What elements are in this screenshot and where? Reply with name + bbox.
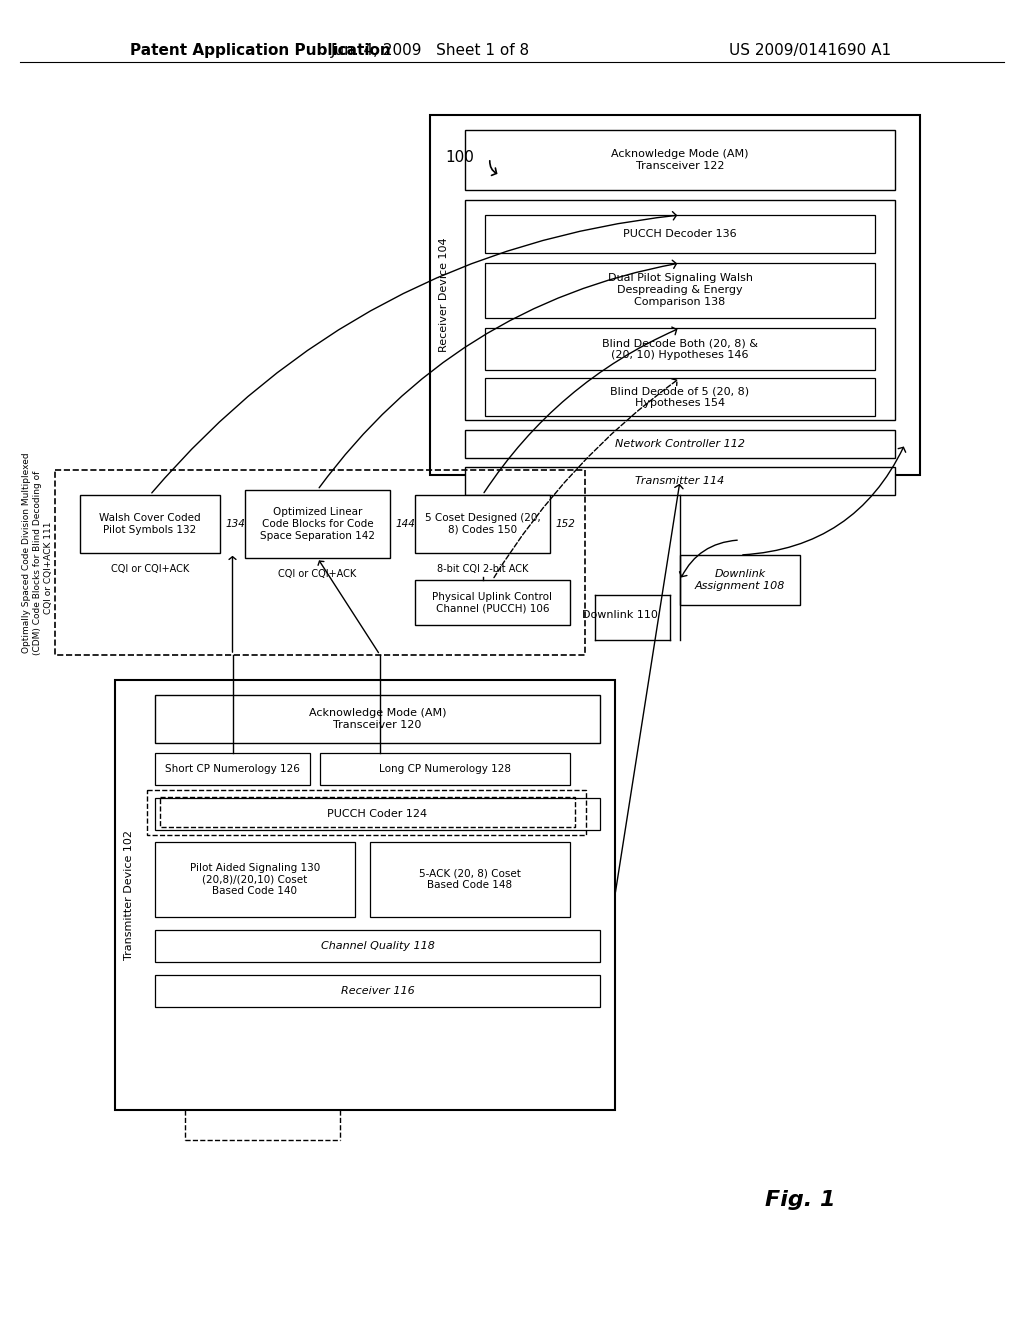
Bar [465, 430, 895, 458]
Text: Acknowledge Mode (AM)
Transceiver 120: Acknowledge Mode (AM) Transceiver 120 [309, 709, 446, 730]
Bar [415, 579, 570, 624]
Bar [485, 263, 874, 318]
Bar [485, 215, 874, 253]
Text: Downlink 110: Downlink 110 [582, 610, 658, 620]
Text: Blind Decode of 5 (20, 8)
Hypotheses 154: Blind Decode of 5 (20, 8) Hypotheses 154 [610, 387, 750, 408]
Bar [415, 495, 550, 553]
Text: US 2009/0141690 A1: US 2009/0141690 A1 [729, 42, 891, 58]
Bar [245, 490, 390, 558]
Text: Transmitter Device 102: Transmitter Device 102 [124, 830, 134, 960]
Bar [465, 129, 895, 190]
Text: Fig. 1: Fig. 1 [765, 1191, 836, 1210]
Bar [465, 201, 895, 420]
Text: Acknowledge Mode (AM)
Transceiver 122: Acknowledge Mode (AM) Transceiver 122 [611, 149, 749, 170]
Text: Physical Uplink Control
Channel (PUCCH) 106: Physical Uplink Control Channel (PUCCH) … [432, 591, 553, 614]
Bar [319, 752, 570, 785]
Text: CQI or CQI+ACK 111: CQI or CQI+ACK 111 [44, 521, 53, 614]
Bar [465, 467, 895, 495]
Text: Short CP Numerology 126: Short CP Numerology 126 [165, 764, 300, 774]
Bar [147, 789, 586, 836]
Text: (CDM) Code Blocks for Blind Decoding of: (CDM) Code Blocks for Blind Decoding of [34, 470, 43, 655]
Bar [155, 696, 600, 743]
Text: Channel Quality 118: Channel Quality 118 [321, 941, 434, 950]
Text: Receiver Device 104: Receiver Device 104 [439, 238, 449, 352]
Text: PUCCH Decoder 136: PUCCH Decoder 136 [624, 228, 737, 239]
Bar [155, 975, 600, 1007]
Text: CQI or CQI+ACK: CQI or CQI+ACK [279, 569, 356, 579]
Bar [80, 495, 220, 553]
Bar [430, 115, 920, 475]
Text: Walsh Cover Coded
Pilot Symbols 132: Walsh Cover Coded Pilot Symbols 132 [99, 513, 201, 535]
Text: Receiver 116: Receiver 116 [341, 986, 415, 997]
Text: Blind Decode Both (20, 8) &
(20, 10) Hypotheses 146: Blind Decode Both (20, 8) & (20, 10) Hyp… [602, 338, 758, 360]
Text: 8-bit CQI 2-bit ACK: 8-bit CQI 2-bit ACK [437, 564, 528, 574]
Bar [370, 842, 570, 917]
Bar [55, 470, 585, 655]
Text: 144: 144 [395, 519, 415, 529]
Bar [485, 327, 874, 370]
Text: PUCCH Coder 124: PUCCH Coder 124 [328, 809, 428, 818]
Text: 134: 134 [225, 519, 245, 529]
Text: Pilot Aided Signaling 130
(20,8)/(20,10) Coset
Based Code 140: Pilot Aided Signaling 130 (20,8)/(20,10)… [189, 863, 321, 896]
Bar [155, 752, 310, 785]
Bar [155, 799, 600, 830]
Text: Optimally Spaced Code Division Multiplexed: Optimally Spaced Code Division Multiplex… [23, 453, 32, 653]
Bar [155, 931, 600, 962]
Text: 100: 100 [445, 150, 474, 165]
Text: Network Controller 112: Network Controller 112 [615, 440, 745, 449]
Bar [115, 680, 615, 1110]
Bar [485, 378, 874, 416]
Text: 152: 152 [555, 519, 574, 529]
Text: Patent Application Publication: Patent Application Publication [130, 42, 391, 58]
Bar [155, 842, 355, 917]
Text: Optimized Linear
Code Blocks for Code
Space Separation 142: Optimized Linear Code Blocks for Code Sp… [260, 507, 375, 541]
Text: Downlink
Assignment 108: Downlink Assignment 108 [695, 569, 785, 591]
Text: 5-ACK (20, 8) Coset
Based Code 148: 5-ACK (20, 8) Coset Based Code 148 [419, 869, 521, 890]
Bar [160, 797, 575, 828]
Text: Long CP Numerology 128: Long CP Numerology 128 [379, 764, 511, 774]
Text: Transmitter 114: Transmitter 114 [635, 477, 725, 486]
Text: CQI or CQI+ACK: CQI or CQI+ACK [111, 564, 189, 574]
Text: Dual Pilot Signaling Walsh
Despreading & Energy
Comparison 138: Dual Pilot Signaling Walsh Despreading &… [607, 273, 753, 306]
Bar [680, 554, 800, 605]
Text: 5 Coset Designed (20,
8) Codes 150: 5 Coset Designed (20, 8) Codes 150 [425, 513, 541, 535]
Text: Jun. 4, 2009   Sheet 1 of 8: Jun. 4, 2009 Sheet 1 of 8 [331, 42, 529, 58]
